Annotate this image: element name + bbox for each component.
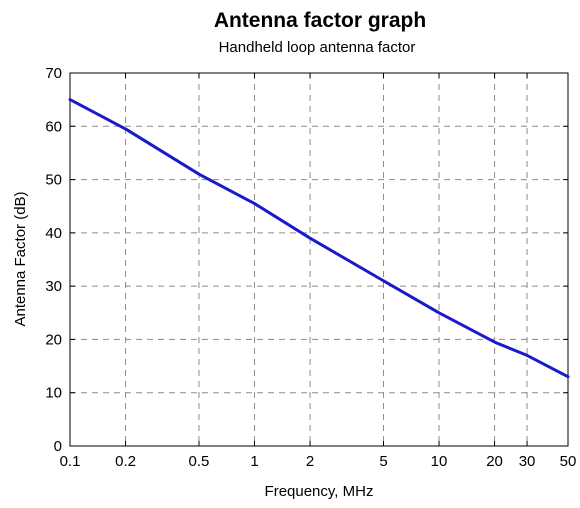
y-tick-label: 20 [45,331,62,348]
x-tick-label: 0.1 [60,453,81,470]
y-tick-label: 70 [45,65,62,82]
x-tick-label: 5 [379,453,387,470]
y-axis-label: Antenna Factor (dB) [12,191,29,326]
x-tick-label: 20 [486,453,503,470]
y-tick-label: 60 [45,118,62,135]
x-tick-label: 30 [519,453,536,470]
y-tick-label: 50 [45,172,62,189]
x-tick-label: 50 [560,453,577,470]
x-tick-label: 2 [306,453,314,470]
y-tick-label: 40 [45,225,62,242]
x-tick-label: 1 [250,453,258,470]
x-axis-label: Frequency, MHz [265,483,374,500]
chart-title: Antenna factor graph [214,9,426,32]
y-tick-label: 0 [54,438,62,455]
x-tick-label: 10 [431,453,448,470]
x-tick-label: 0.2 [115,453,136,470]
x-tick-label: 0.5 [189,453,210,470]
y-tick-label: 30 [45,278,62,295]
chart-subtitle: Handheld loop antenna factor [219,39,416,56]
y-tick-label: 10 [45,385,62,402]
